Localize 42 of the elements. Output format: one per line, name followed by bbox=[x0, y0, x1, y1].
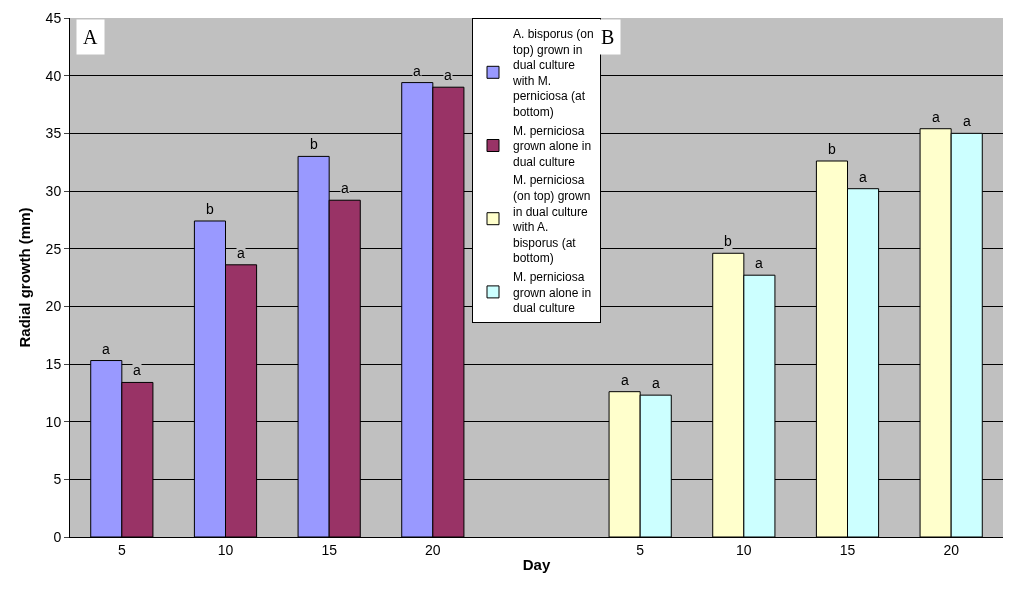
data-label: a bbox=[932, 109, 940, 125]
data-label: b bbox=[206, 201, 214, 217]
y-tick-label: 30 bbox=[45, 182, 62, 199]
data-label: a bbox=[652, 375, 660, 391]
y-tick-label: 5 bbox=[53, 471, 62, 488]
y-tick-label: 35 bbox=[45, 125, 62, 142]
y-tick-label: 40 bbox=[45, 67, 62, 84]
y-tick-label: 0 bbox=[53, 528, 62, 545]
data-label: b bbox=[828, 141, 836, 157]
annotation: B bbox=[601, 26, 615, 48]
data-label: a bbox=[444, 67, 452, 83]
x-tick-label: 5 bbox=[117, 541, 126, 558]
data-label: a bbox=[133, 362, 141, 378]
y-tick-label: 45 bbox=[45, 9, 62, 26]
legend-label: M. perniciosa grown alone in dual culture bbox=[513, 269, 592, 316]
data-label: a bbox=[237, 245, 245, 261]
y-tick-label: 15 bbox=[45, 355, 62, 372]
annotation: A bbox=[83, 26, 98, 48]
data-label: b bbox=[310, 136, 318, 152]
y-tick-label: 25 bbox=[45, 240, 62, 257]
x-axis-title: Day bbox=[522, 555, 551, 573]
legend-label: M. perniciosa (on top) grown in dual culture with A. bisporus (at bottom) bbox=[512, 173, 591, 266]
data-label: a bbox=[621, 372, 629, 388]
x-tick-label: 15 bbox=[839, 541, 856, 558]
x-tick-label: 5 bbox=[636, 541, 645, 558]
y-tick-label: 10 bbox=[45, 413, 62, 430]
x-tick-label: 15 bbox=[321, 541, 338, 558]
x-tick-label: 20 bbox=[425, 541, 441, 558]
data-label: a bbox=[859, 169, 867, 185]
x-tick-label: 10 bbox=[217, 541, 234, 558]
data-label: b bbox=[724, 233, 732, 249]
data-label: a bbox=[341, 180, 349, 196]
legend-label: M. perniciosa grown alone in dual culture bbox=[513, 123, 592, 169]
data-label: a bbox=[102, 341, 110, 357]
data-label: a bbox=[413, 63, 421, 79]
y-tick-label: 20 bbox=[45, 298, 62, 315]
data-label: a bbox=[963, 113, 971, 129]
y-axis-title: Radial growth (mm) bbox=[16, 207, 33, 348]
legend-label: A. bisporus (on top) grown in dual culture with M. perniciosa (at bottom) bbox=[512, 26, 594, 119]
x-tick-label: 20 bbox=[943, 541, 960, 558]
x-tick-label: 10 bbox=[736, 541, 752, 558]
data-label: a bbox=[755, 255, 763, 271]
